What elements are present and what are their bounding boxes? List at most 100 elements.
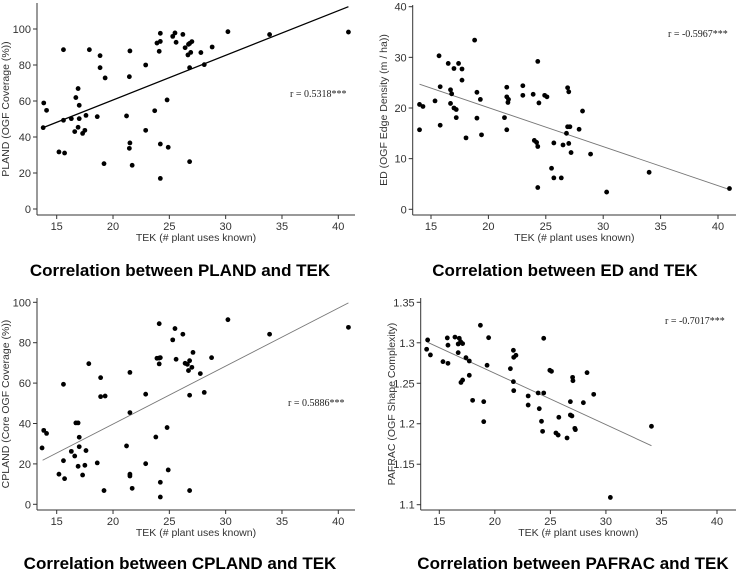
x-tick-label: 25 — [540, 221, 552, 233]
x-axis-label: TEK (# plant uses known) — [136, 527, 256, 539]
chart-title: Correlation between CPLAND and TEK — [24, 554, 337, 573]
data-point — [453, 115, 459, 121]
data-point — [157, 39, 163, 44]
data-point — [97, 65, 103, 71]
correlation-annotation: r = 0.5886*** — [288, 398, 344, 409]
data-point — [157, 494, 163, 500]
x-tick-label: 40 — [712, 221, 724, 233]
data-point — [420, 104, 426, 109]
y-tick-label: 0 — [25, 204, 31, 216]
data-point — [127, 410, 133, 415]
data-point — [127, 473, 133, 479]
data-point — [173, 39, 179, 45]
x-tick-label: 15 — [51, 221, 63, 233]
y-tick-label: 80 — [19, 60, 31, 72]
data-point — [570, 378, 576, 384]
data-point — [101, 161, 107, 167]
x-tick-label: 35 — [276, 516, 288, 528]
data-point — [440, 359, 446, 365]
data-point — [197, 371, 203, 377]
data-point — [41, 100, 47, 106]
data-point — [165, 467, 171, 473]
data-point — [511, 388, 517, 394]
data-point — [506, 96, 511, 102]
data-point — [94, 460, 100, 466]
data-point — [68, 116, 74, 122]
data-point — [510, 379, 516, 385]
regression-line — [42, 6, 349, 129]
data-point — [486, 335, 492, 341]
x-tick-label: 25 — [163, 221, 175, 233]
data-point — [124, 443, 129, 449]
data-point — [566, 141, 572, 146]
data-point — [75, 124, 81, 130]
data-point — [479, 132, 484, 138]
data-point — [102, 393, 108, 399]
data-point — [44, 107, 49, 113]
data-point — [445, 61, 451, 66]
data-point — [126, 145, 132, 151]
data-point — [82, 462, 88, 468]
data-point — [424, 346, 430, 352]
data-point — [474, 89, 480, 95]
data-point — [39, 445, 45, 451]
x-tick-label: 40 — [332, 516, 344, 528]
data-point — [157, 30, 163, 36]
chart-title: Correlation between PAFRAC and TEK — [417, 554, 729, 573]
data-point — [209, 44, 215, 50]
data-point — [83, 448, 89, 453]
data-point — [556, 414, 562, 420]
data-point — [551, 140, 557, 146]
data-point — [97, 53, 103, 59]
data-point — [61, 458, 66, 464]
data-point — [525, 393, 531, 399]
data-point — [459, 66, 465, 72]
data-point — [460, 341, 466, 346]
data-point — [76, 116, 82, 122]
regression-line — [419, 83, 730, 190]
data-point — [551, 175, 557, 181]
x-tick-label: 40 — [332, 221, 344, 233]
data-point — [588, 151, 593, 157]
data-point — [507, 366, 513, 372]
data-point — [73, 95, 79, 100]
y-axis-label: PAFRAC (OGF Shape Complexity) — [386, 323, 398, 486]
data-point — [126, 74, 132, 80]
data-point — [187, 358, 193, 364]
y-tick-label: 1.1 — [399, 500, 414, 512]
data-point — [143, 391, 149, 397]
data-point — [604, 189, 610, 195]
x-tick-label: 40 — [711, 516, 723, 528]
data-point — [463, 135, 469, 141]
data-point — [98, 394, 104, 400]
data-point — [172, 30, 178, 36]
data-point — [432, 98, 438, 104]
data-point — [455, 350, 461, 356]
data-point — [459, 77, 465, 83]
data-point — [535, 59, 541, 64]
data-point — [460, 377, 466, 383]
data-point — [591, 391, 597, 397]
data-point — [127, 140, 133, 146]
data-point — [470, 397, 476, 403]
y-tick-label: 100 — [13, 24, 31, 36]
data-point — [98, 375, 104, 381]
x-tick-label: 25 — [544, 516, 556, 528]
data-point — [451, 66, 457, 71]
x-tick-label: 15 — [425, 221, 437, 233]
x-tick-label: 30 — [220, 221, 232, 233]
data-point — [449, 91, 455, 97]
data-point — [75, 463, 81, 469]
data-point — [444, 335, 450, 341]
data-point — [576, 126, 582, 132]
data-point — [80, 472, 86, 478]
data-point — [182, 45, 188, 51]
data-point — [569, 413, 575, 419]
data-point — [187, 65, 193, 71]
data-point — [535, 390, 541, 396]
data-point — [61, 117, 66, 123]
y-axis-label: PLAND (OGF Coverage (%)) — [0, 41, 12, 176]
data-point — [44, 430, 49, 436]
